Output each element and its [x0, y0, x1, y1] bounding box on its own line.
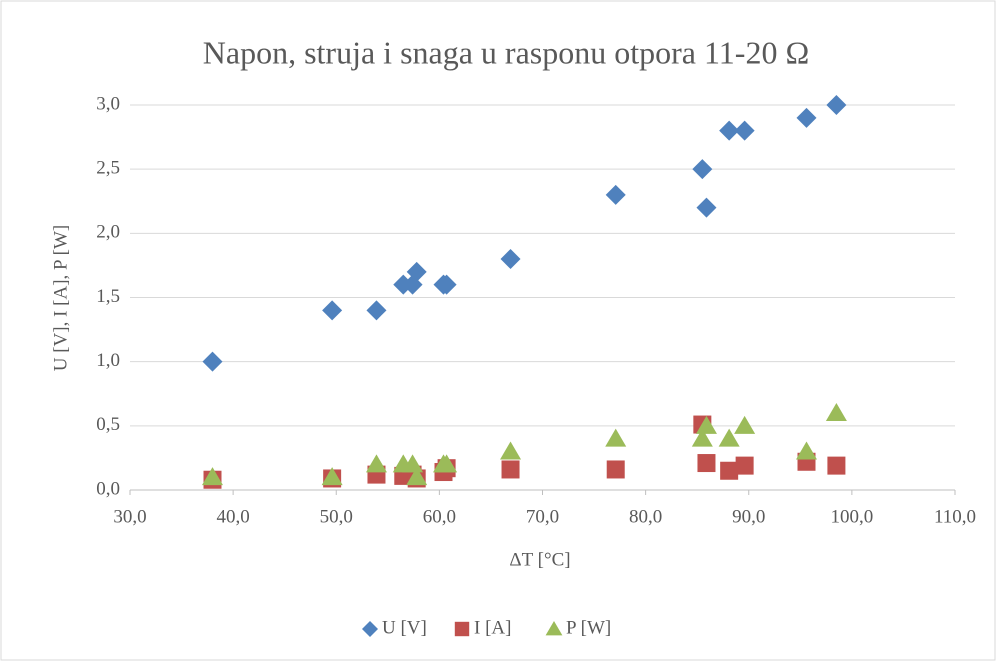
- marker-diamond: [202, 351, 223, 372]
- legend-label: P [W]: [566, 617, 611, 638]
- x-tick-label: 50,0: [320, 506, 353, 527]
- x-tick-label: 100,0: [831, 506, 874, 527]
- marker-square: [606, 460, 625, 479]
- marker-triangle: [365, 454, 387, 473]
- x-tick-label: 90,0: [732, 506, 765, 527]
- marker-triangle: [202, 467, 223, 486]
- marker-triangle: [321, 467, 343, 486]
- marker-diamond: [500, 249, 521, 269]
- marker-diamond: [322, 300, 343, 321]
- marker-diamond: [436, 274, 457, 295]
- marker-triangle: [436, 454, 458, 473]
- marker-square: [697, 454, 716, 473]
- marker-diamond: [826, 95, 847, 115]
- marker-triangle: [825, 403, 847, 421]
- x-axis-label: ΔT [°C]: [509, 549, 570, 570]
- marker-diamond: [796, 107, 817, 128]
- x-tick-label: 40,0: [217, 506, 250, 527]
- marker-diamond: [719, 120, 740, 141]
- marker-square: [735, 456, 754, 475]
- marker-triangle: [605, 428, 627, 447]
- y-tick-label: 3,0: [96, 93, 120, 114]
- marker-square: [501, 460, 520, 479]
- marker-triangle: [796, 441, 817, 460]
- marker-diamond: [605, 184, 626, 205]
- chart-title: Napon, struja i snaga u rasponu otpora 1…: [203, 34, 809, 70]
- marker-diamond: [406, 261, 427, 282]
- marker-diamond: [366, 300, 387, 321]
- x-tick-label: 30,0: [113, 506, 146, 527]
- x-tick-label: 70,0: [526, 506, 559, 527]
- y-axis-label: U [V], I [A], P [W]: [50, 225, 71, 372]
- marker-diamond: [692, 159, 713, 180]
- marker-triangle: [406, 467, 428, 486]
- x-tick-label: 110,0: [934, 506, 976, 527]
- marker-triangle: [734, 415, 756, 434]
- legend-label: U [V]: [382, 617, 427, 638]
- marker-triangle: [545, 621, 563, 636]
- y-tick-label: 1,0: [96, 350, 120, 371]
- marker-square: [720, 461, 739, 480]
- y-tick-label: 0,0: [96, 478, 120, 499]
- legend-label: I [A]: [474, 617, 511, 638]
- marker-triangle: [718, 428, 740, 447]
- marker-triangle: [691, 428, 713, 447]
- y-tick-label: 1,5: [96, 286, 120, 307]
- x-tick-label: 60,0: [423, 506, 456, 527]
- y-tick-label: 2,0: [96, 222, 120, 243]
- y-tick-label: 0,5: [96, 414, 120, 435]
- marker-square: [827, 456, 846, 475]
- marker-diamond: [696, 197, 717, 218]
- marker-triangle: [695, 415, 717, 434]
- marker-square: [454, 621, 470, 637]
- marker-triangle: [500, 441, 522, 460]
- x-tick-label: 80,0: [629, 506, 662, 527]
- marker-diamond: [734, 120, 755, 141]
- marker-triangle: [402, 454, 424, 473]
- marker-diamond: [362, 621, 378, 637]
- y-tick-label: 2,5: [96, 158, 120, 179]
